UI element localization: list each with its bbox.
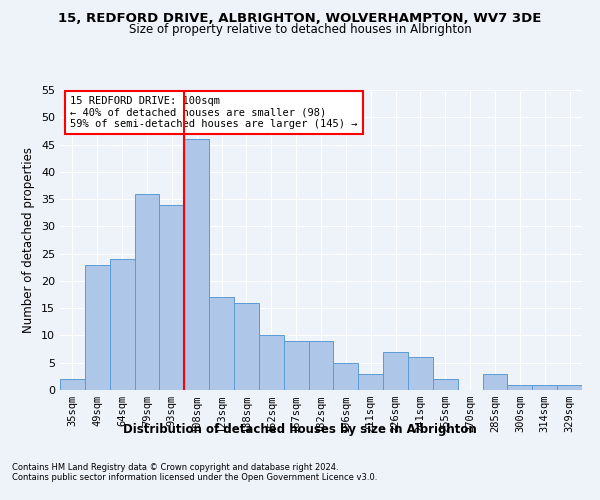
Bar [184,139,209,390]
Bar [60,379,85,390]
Text: Contains public sector information licensed under the Open Government Licence v3: Contains public sector information licen… [12,472,377,482]
Text: 15, REDFORD DRIVE, ALBRIGHTON, WOLVERHAMPTON, WV7 3DE: 15, REDFORD DRIVE, ALBRIGHTON, WOLVERHAM… [58,12,542,26]
Bar [110,259,134,390]
Bar [408,358,433,390]
Bar [259,336,284,390]
Bar [234,302,259,390]
Bar [482,374,508,390]
Bar [557,384,582,390]
Bar [334,362,358,390]
Bar [284,341,308,390]
Text: Contains HM Land Registry data © Crown copyright and database right 2024.: Contains HM Land Registry data © Crown c… [12,462,338,471]
Bar [308,341,334,390]
Bar [383,352,408,390]
Bar [508,384,532,390]
Text: 15 REDFORD DRIVE: 100sqm
← 40% of detached houses are smaller (98)
59% of semi-d: 15 REDFORD DRIVE: 100sqm ← 40% of detach… [70,96,358,129]
Bar [532,384,557,390]
Text: Distribution of detached houses by size in Albrighton: Distribution of detached houses by size … [123,422,477,436]
Bar [433,379,458,390]
Bar [85,264,110,390]
Text: Size of property relative to detached houses in Albrighton: Size of property relative to detached ho… [128,22,472,36]
Bar [209,298,234,390]
Bar [134,194,160,390]
Y-axis label: Number of detached properties: Number of detached properties [22,147,35,333]
Bar [358,374,383,390]
Bar [160,204,184,390]
